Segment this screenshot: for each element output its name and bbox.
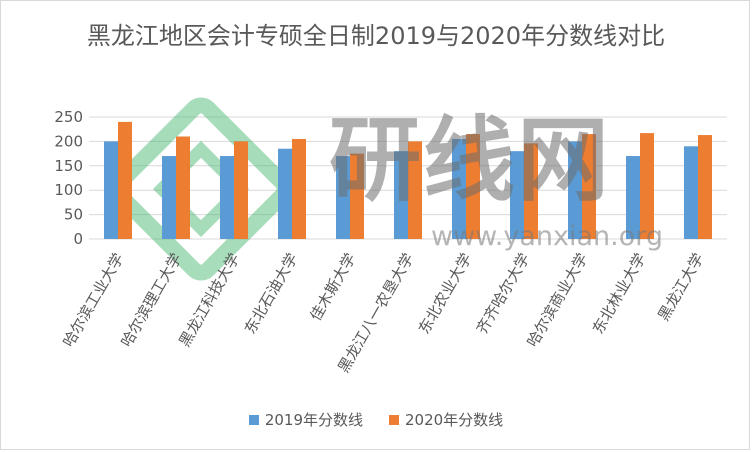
bar-2020: [466, 134, 480, 239]
bar-2020: [408, 141, 422, 239]
bar-2020: [234, 141, 248, 239]
legend-item-2020: 2020年分数线: [389, 409, 503, 430]
y-tick-label: 0: [73, 230, 83, 248]
y-axis-ticks: 0 50 100 150 200 250: [54, 108, 83, 248]
bar-2020: [118, 121, 132, 239]
x-category-label: 齐齐哈尔大学: [473, 250, 534, 337]
y-tick-label: 100: [54, 181, 83, 199]
legend-item-2019: 2019年分数线: [248, 409, 363, 430]
bar-2019: [452, 138, 466, 239]
bar-2019: [220, 156, 234, 239]
bar-2020: [524, 143, 538, 239]
legend-swatch-2020: [389, 414, 399, 425]
chart-title: 黑龙江地区会计专硕全日制2019与2020年分数线对比: [86, 22, 666, 50]
bar-2019: [278, 148, 292, 239]
bar-2019: [104, 141, 118, 239]
legend-label-2019: 2019年分数线: [264, 411, 363, 429]
bar-2020: [582, 134, 596, 239]
x-category-label: 佳木斯大学: [306, 250, 359, 324]
y-tick-label: 250: [54, 108, 83, 126]
bar-2020: [698, 135, 712, 239]
bar-2019: [394, 151, 408, 239]
bar-2019: [162, 156, 176, 239]
x-category-label: 东北石油大学: [241, 250, 302, 337]
bar-2020: [176, 136, 190, 239]
bar-2019: [510, 151, 524, 239]
y-tick-label: 200: [54, 132, 83, 150]
bar-2019: [336, 156, 350, 239]
x-category-label: 东北林业大学: [589, 250, 650, 337]
legend-swatch-2019: [248, 414, 259, 425]
watermark-logo: [109, 97, 293, 281]
bar-2019: [568, 141, 582, 239]
x-category-label: 哈尔滨理工大学: [117, 250, 185, 350]
x-category-label: 哈尔滨工业大学: [59, 250, 127, 350]
watermark-logo-shape: [109, 97, 293, 281]
bars: [104, 121, 712, 239]
y-tick-label: 50: [64, 206, 83, 224]
legend-label-2020: 2020年分数线: [405, 411, 504, 429]
x-category-label: 哈尔滨商业大学: [523, 250, 591, 350]
legend: 2019年分数线 2020年分数线: [1, 409, 751, 430]
x-category-label: 东北农业大学: [415, 250, 476, 337]
y-tick-label: 150: [54, 157, 83, 175]
bar-2020: [292, 138, 306, 239]
bar-2019: [684, 146, 698, 239]
bar-2020: [640, 133, 654, 239]
bar-2020: [350, 153, 364, 239]
x-category-label: 黑龙江大学: [654, 250, 707, 324]
bar-2019: [626, 156, 640, 239]
